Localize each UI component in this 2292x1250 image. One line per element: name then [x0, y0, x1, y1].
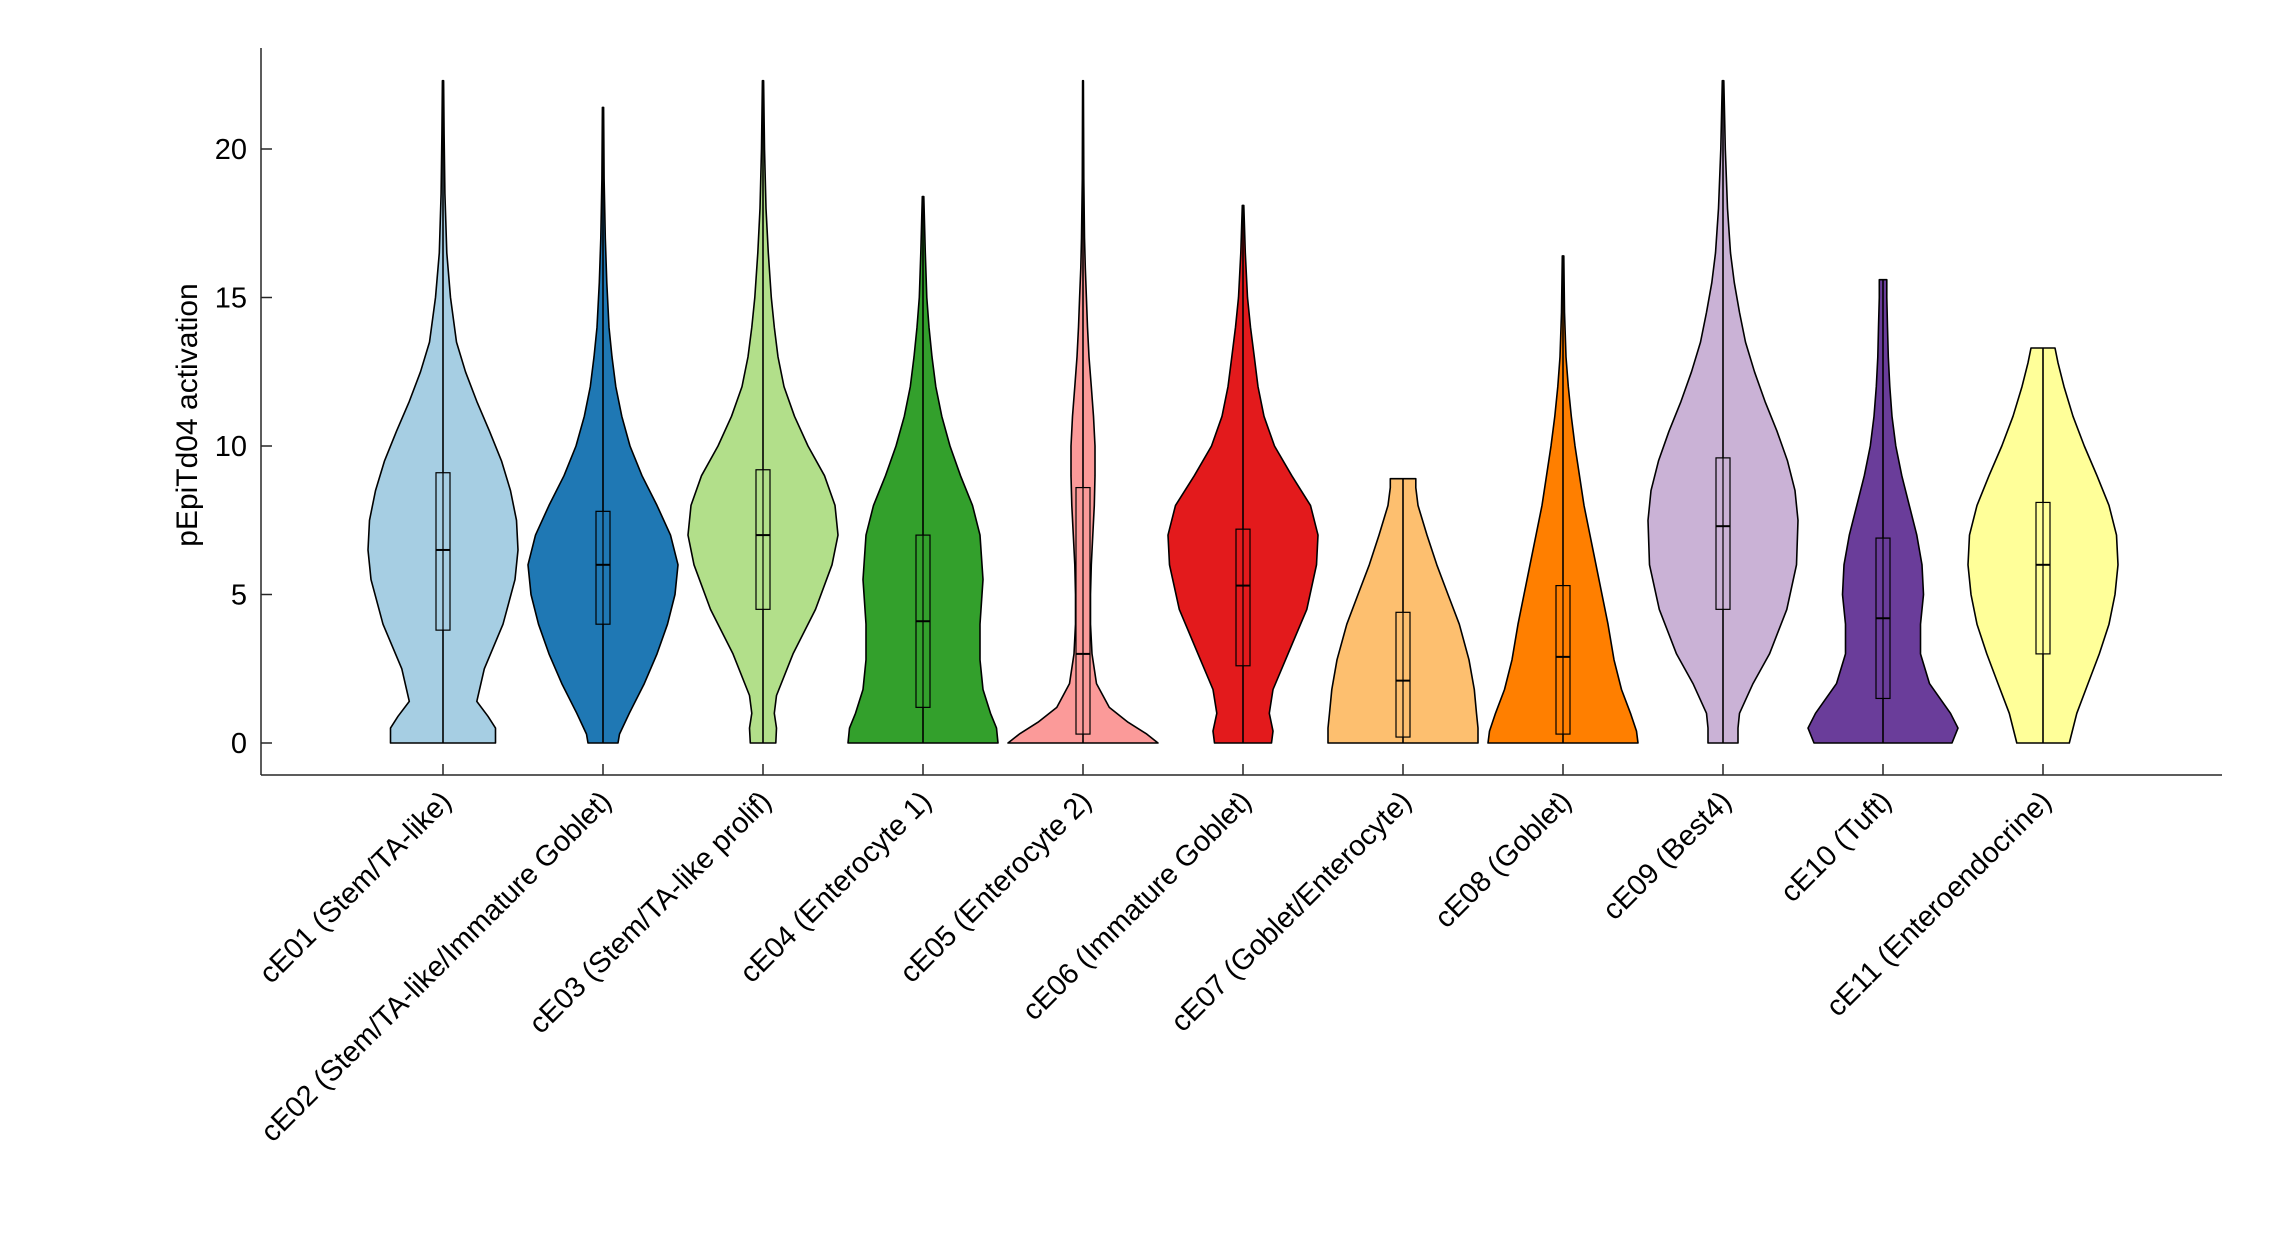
violin-group [527, 106, 679, 744]
violin-group [1967, 347, 2119, 744]
plot-area [367, 79, 2119, 744]
violin-group [367, 79, 519, 744]
violin-group [1167, 204, 1319, 744]
x-tick-label: cE10 (Tuft) [1775, 785, 1898, 908]
violin-group [1487, 255, 1639, 744]
y-tick-label: 5 [231, 580, 247, 612]
x-tick-label: cE09 (Best4) [1597, 785, 1738, 926]
violin-group [1327, 477, 1479, 744]
violin-group [1007, 79, 1159, 744]
y-tick-label: 20 [215, 134, 247, 166]
violin-group [847, 195, 999, 744]
y-tick-label: 15 [215, 283, 247, 315]
x-tick-label: cE02 (Stem/TA-like/Immature Goblet) [255, 785, 618, 1148]
violin-group [687, 79, 839, 744]
violin-group [1807, 278, 1959, 744]
x-tick-label: cE08 (Goblet) [1429, 785, 1578, 934]
y-tick-label: 10 [215, 431, 247, 463]
y-axis-label: pEpiTd04 activation [171, 283, 204, 547]
violin-group [1647, 79, 1799, 744]
y-tick-label: 0 [231, 728, 247, 760]
